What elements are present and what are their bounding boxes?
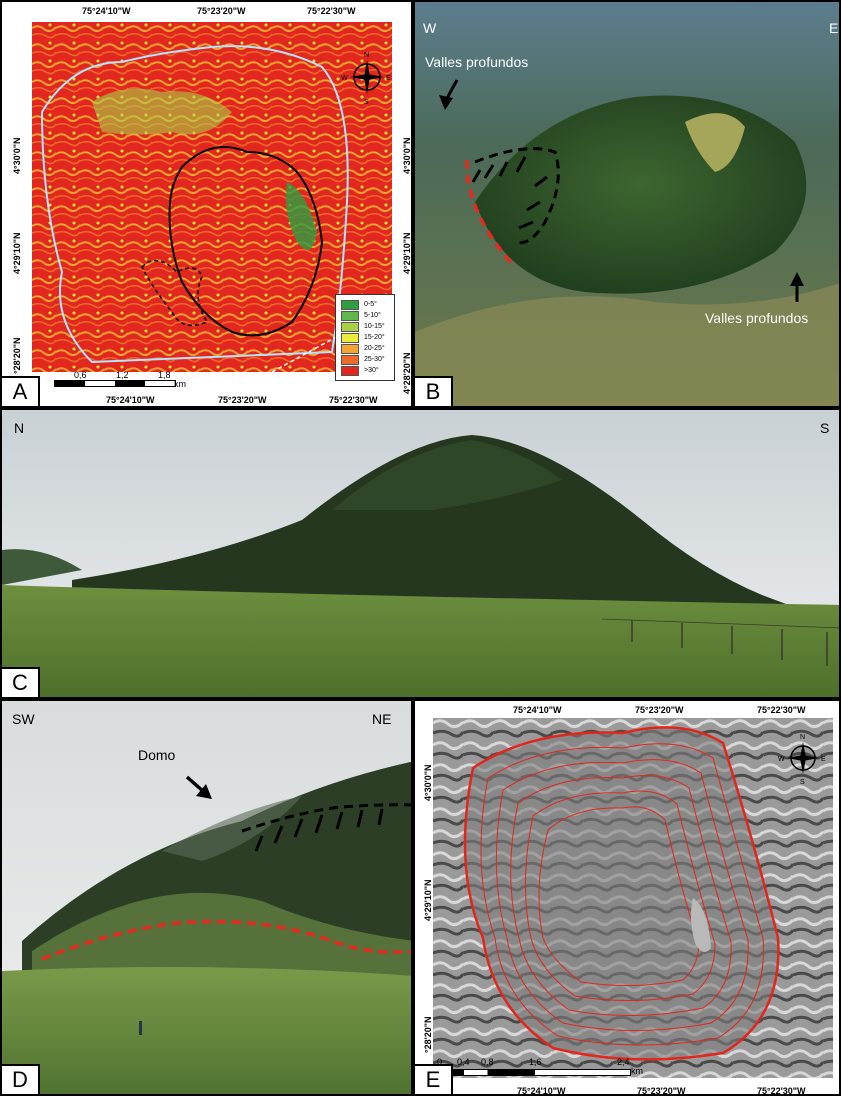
legend-label: 0-5°: [364, 301, 377, 308]
top-coord-3: 75°22'30"W: [757, 705, 806, 715]
bottom-coord-1: 75°24'10"W: [517, 1086, 566, 1096]
scale-tick: 0,6: [74, 370, 87, 380]
left-coord-2: 4°29'10"N: [423, 879, 433, 921]
orientation-northeast: NE: [372, 711, 392, 727]
left-coord-3: °28'20"N: [423, 1016, 433, 1053]
svg-text:S: S: [364, 99, 369, 106]
orientation-south: S: [820, 420, 830, 436]
svg-text:N: N: [364, 52, 369, 59]
left-coord-3: °28'20"N: [12, 337, 22, 374]
scale-tick: 0,4: [457, 1057, 470, 1067]
legend-swatch: [341, 332, 359, 343]
right-coord-3: 4°28'20"N: [402, 352, 412, 394]
orientation-north: N: [14, 420, 25, 436]
legend-swatch: [341, 343, 359, 354]
legend-swatch: [341, 310, 359, 321]
legend-swatch: [341, 321, 359, 332]
legend-item: 20-25°: [341, 343, 389, 354]
left-coord-1: 4°30'0"N: [423, 764, 433, 801]
aerial-photo: [415, 2, 839, 406]
legend-label: 10-15°: [364, 323, 385, 330]
scale-tick: 0: [437, 1057, 443, 1067]
bottom-coord-1: 75°24'10"W: [106, 395, 155, 405]
top-coord-2: 75°23'20"W: [197, 6, 246, 16]
scale-unit: km: [174, 379, 186, 389]
orientation-west: W: [423, 20, 437, 36]
scale-bar: 0 0,4 0,8 1,6 2,4 km: [437, 1057, 643, 1079]
legend-swatch: [341, 365, 359, 376]
annotation-valles-top: Valles profundos: [425, 54, 529, 70]
legend-item: 15-20°: [341, 332, 389, 343]
legend-item: 0-5°: [341, 299, 389, 310]
top-coord-1: 75°24'10"W: [82, 6, 131, 16]
orientation-east: E: [829, 20, 839, 36]
orientation-southwest: SW: [12, 711, 35, 727]
slope-map: N S W E: [32, 22, 392, 372]
legend-item: 10-15°: [341, 321, 389, 332]
hillshade-map: N S W E: [433, 718, 833, 1078]
bottom-coord-3: 75°22'30"W: [329, 395, 378, 405]
top-coord-3: 75°22'30"W: [307, 6, 356, 16]
legend-item: >30°: [341, 365, 389, 376]
panel-c: N S C: [0, 408, 841, 699]
panel-d: SW NE Domo D: [0, 699, 413, 1096]
legend-label: 15-20°: [364, 334, 385, 341]
legend-label: 25-30°: [364, 356, 385, 363]
bottom-coord-3: 75°22'30"W: [757, 1086, 806, 1096]
bottom-coord-2: 75°23'20"W: [637, 1086, 686, 1096]
legend-label: 5-10°: [364, 312, 381, 319]
svg-text:S: S: [800, 779, 805, 786]
scale-unit: km: [631, 1066, 643, 1076]
panel-label: E: [415, 1064, 453, 1094]
scale-tick: 1,6: [529, 1057, 542, 1067]
scale-tick: 2,4: [617, 1057, 630, 1067]
annotation-domo: Domo: [138, 747, 176, 763]
dome-photo: [2, 701, 411, 1094]
compass-rose-icon: N S W E: [341, 52, 391, 106]
left-coord-1: 4°30'0"N: [12, 137, 22, 174]
legend-item: 5-10°: [341, 310, 389, 321]
panel-label: B: [415, 376, 453, 406]
scale-tick: 1,8: [158, 370, 171, 380]
legend-label: 20-25°: [364, 345, 385, 352]
legend-label: >30°: [364, 367, 379, 374]
svg-text:N: N: [800, 734, 805, 741]
panel-a: 75°24'10"W 75°23'20"W 75°22'30"W 75°24'1…: [0, 0, 413, 408]
top-coord-1: 75°24'10"W: [513, 705, 562, 715]
left-coord-2: 4°29'10"N: [12, 232, 22, 274]
panel-label: A: [2, 376, 40, 406]
svg-text:W: W: [341, 75, 348, 82]
svg-text:E: E: [386, 75, 391, 82]
legend-swatch: [341, 299, 359, 310]
right-coord-1: 4°30'0"N: [402, 137, 412, 174]
panel-b: W E Valles profundos Valles profundos B: [413, 0, 841, 408]
legend-item: 25-30°: [341, 354, 389, 365]
top-coord-2: 75°23'20"W: [635, 705, 684, 715]
scale-tick: 1,2: [116, 370, 129, 380]
annotation-valles-bottom: Valles profundos: [705, 310, 809, 326]
panel-label: C: [2, 667, 40, 697]
panel-e: 75°24'10"W 75°23'20"W 75°22'30"W 75°24'1…: [413, 699, 841, 1096]
landscape-photo: [2, 410, 839, 697]
compass-rose-icon: N S W E: [778, 734, 826, 786]
svg-text:E: E: [821, 756, 826, 763]
bottom-coord-2: 75°23'20"W: [218, 395, 267, 405]
scale-tick: 0,8: [481, 1057, 494, 1067]
legend-swatch: [341, 354, 359, 365]
scale-bar: 0,6 1,2 1,8 km: [46, 370, 186, 390]
panel-label: D: [2, 1064, 40, 1094]
slope-legend: 0-5° 5-10° 10-15° 15-20° 20-25° 25-30° >…: [335, 294, 395, 381]
right-coord-2: 4°29'10"N: [402, 232, 412, 274]
svg-text:W: W: [778, 756, 785, 763]
